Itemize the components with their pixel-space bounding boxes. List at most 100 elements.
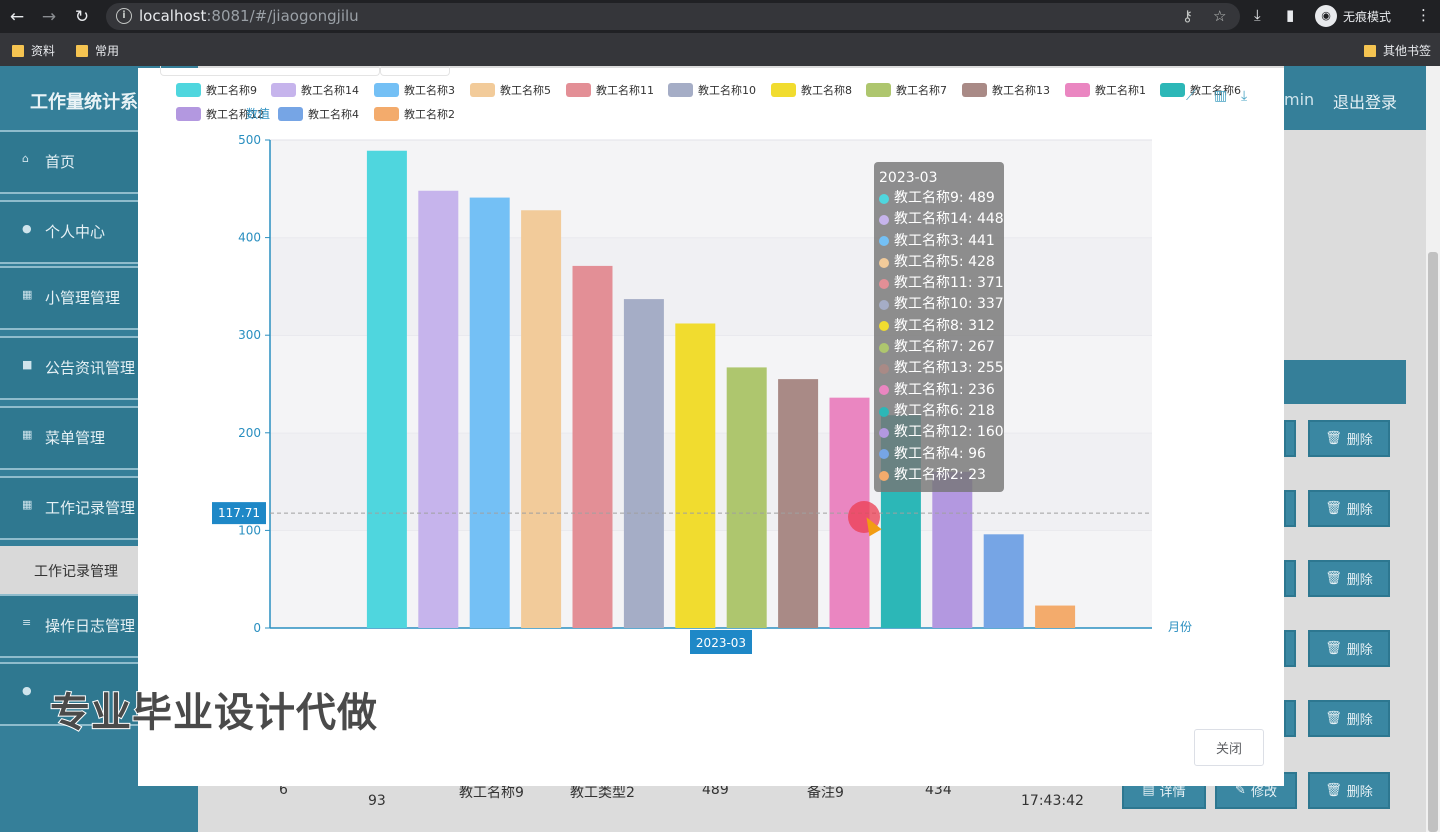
site-info-icon[interactable]: i xyxy=(116,8,132,24)
y-tick-label: 400 xyxy=(238,231,261,245)
row-cell: 17:43:42 xyxy=(1021,793,1084,809)
bar xyxy=(418,190,459,628)
reload-icon[interactable]: ↻ xyxy=(74,7,90,27)
pointer-highlight xyxy=(848,501,880,533)
legend-item[interactable]: 教工名称8 xyxy=(771,82,852,98)
browser-toolbar: ← → ↻ i localhost:8081/#/jiaogongjilu ⚷ … xyxy=(0,0,1440,33)
row-delete-button[interactable]: 🗑 删除 xyxy=(1308,700,1390,737)
bar xyxy=(521,210,562,628)
tooltip-row: 教工名称3: 441 xyxy=(879,231,999,252)
row-delete-button[interactable]: 🗑 删除 xyxy=(1308,772,1390,809)
bar-chart-icon[interactable]: ▥ xyxy=(1214,88,1228,104)
legend-item[interactable]: 教工名称6 xyxy=(1160,82,1241,98)
watermark-text: 专业毕业设计代做 xyxy=(49,689,378,737)
row-delete-button[interactable]: 🗑 删除 xyxy=(1308,490,1390,527)
tooltip-row: 教工名称11: 371 xyxy=(879,273,1004,294)
row-edit-button[interactable] xyxy=(1284,560,1296,597)
tooltip-row: 教工名称8: 312 xyxy=(879,316,999,337)
tooltip-row: 教工名称10: 337 xyxy=(879,294,1004,315)
y-tick-label: 100 xyxy=(238,523,261,537)
row-edit-button[interactable] xyxy=(1284,700,1296,737)
legend-label: 教工名称8 xyxy=(801,84,852,97)
save-image-icon[interactable]: ⤓ xyxy=(1241,88,1248,104)
incognito-indicator[interactable]: ◉ 无痕模式 xyxy=(1315,5,1391,27)
legend-swatch xyxy=(278,107,303,121)
bar xyxy=(726,367,767,628)
bookmark-folder[interactable]: 资料 xyxy=(12,42,55,59)
dialog-tab[interactable] xyxy=(160,66,380,76)
legend-label: 教工名称4 xyxy=(308,108,359,121)
dialog-tab[interactable] xyxy=(380,66,450,76)
chat-icon: ■ xyxy=(22,358,33,371)
legend-item[interactable]: 教工名称12 xyxy=(176,106,264,122)
user-icon: ● xyxy=(22,684,32,697)
chart-dialog: 教工名称9 教工名称14 教工名称3 教工名称5 教工名称11 教工名称10 教工名称8 教工… xyxy=(138,66,1284,786)
bar xyxy=(1035,605,1076,628)
download-icon[interactable]: ⤓ xyxy=(1254,6,1261,24)
row-edit-button[interactable] xyxy=(1284,420,1296,457)
row-edit-button[interactable] xyxy=(1284,490,1296,527)
trash-icon: 🗑 xyxy=(1325,641,1342,656)
row-cell: 434 xyxy=(925,782,952,798)
sidepanel-icon[interactable]: ▮ xyxy=(1286,6,1295,24)
key-icon[interactable]: ⚷ xyxy=(1182,7,1193,25)
tooltip-dot xyxy=(879,406,889,417)
scrollbar-thumb[interactable] xyxy=(1428,252,1438,832)
legend-item[interactable]: 教工名称4 xyxy=(278,106,359,122)
tooltip-text: 教工名称9: 489 xyxy=(894,190,995,206)
tooltip-text: 教工名称13: 255 xyxy=(894,360,1004,377)
forward-icon[interactable]: → xyxy=(41,7,57,27)
row-delete-button[interactable]: 🗑 删除 xyxy=(1308,420,1390,457)
trash-icon: 🗑 xyxy=(1325,783,1342,798)
legend-item[interactable]: 教工名称10 xyxy=(668,82,756,98)
x-category-pill xyxy=(690,630,752,654)
legend-item[interactable]: 教工名称5 xyxy=(470,82,551,98)
legend-label: 教工名称11 xyxy=(596,84,654,97)
legend-item[interactable]: 教工名称13 xyxy=(962,82,1050,98)
legend-label: 教工名称1 xyxy=(1095,84,1146,97)
legend-item[interactable]: 教工名称14 xyxy=(271,82,359,98)
folder-icon xyxy=(12,44,24,57)
tooltip-row: 教工名称6: 218 xyxy=(879,401,999,422)
other-bookmarks[interactable]: 其他书签 xyxy=(1364,42,1431,59)
row-delete-button[interactable]: 🗑 删除 xyxy=(1308,630,1390,667)
tooltip-text: 教工名称8: 312 xyxy=(894,317,995,334)
legend-swatch xyxy=(1065,83,1090,97)
bar xyxy=(572,265,613,628)
tooltip-text: 教工名称7: 267 xyxy=(894,339,995,356)
tooltip-dot xyxy=(879,364,889,375)
home-icon: ⌂ xyxy=(22,152,29,165)
folder-icon xyxy=(76,44,88,57)
legend-swatch xyxy=(374,107,399,121)
legend-item[interactable]: 教工名称9 xyxy=(176,82,257,98)
address-bar[interactable]: i localhost:8081/#/jiaogongjilu ⚷ ☆ xyxy=(106,3,1240,30)
row-delete-button[interactable]: 🗑 删除 xyxy=(1308,560,1390,597)
y-tick-label: 200 xyxy=(238,426,261,440)
tooltip-text: 教工名称5: 428 xyxy=(894,253,995,270)
bookmark-folder[interactable]: 常用 xyxy=(76,42,119,59)
y-tick-label: 500 xyxy=(238,133,261,147)
trash-icon: 🗑 xyxy=(1325,501,1342,516)
row-cell: 备注9 xyxy=(807,785,844,801)
legend-item[interactable]: 教工名称2 xyxy=(374,106,455,122)
close-button[interactable]: 关闭 xyxy=(1194,729,1264,766)
legend-item[interactable]: 教工名称7 xyxy=(866,82,947,98)
legend-item[interactable]: 教工名称11 xyxy=(566,82,654,98)
tooltip-title: 2023-03 xyxy=(879,170,938,186)
logout-button[interactable]: 退出登录 xyxy=(1333,93,1398,112)
url-text[interactable]: localhost:8081/#/jiaogongjilu xyxy=(139,7,359,25)
star-icon[interactable]: ☆ xyxy=(1213,7,1227,25)
chart-tooltip: 2023-03 教工名称9: 489 教工名称14: 448 教工名称3: 441 教… xyxy=(874,162,1004,492)
back-icon[interactable]: ← xyxy=(9,7,25,27)
legend-item[interactable]: 教工名称1 xyxy=(1065,82,1146,98)
table-header xyxy=(1284,360,1406,404)
legend-swatch xyxy=(566,83,591,97)
row-edit-button[interactable] xyxy=(1284,630,1296,667)
tooltip-text: 教工名称6: 218 xyxy=(894,402,995,419)
menu-icon[interactable]: ⋮ xyxy=(1416,6,1431,24)
legend-item[interactable]: 教工名称3 xyxy=(374,82,455,98)
line-chart-icon[interactable]: ⟋ xyxy=(1186,88,1196,104)
tooltip-row: 教工名称4: 96 xyxy=(879,444,999,465)
edit-icon: ✎ xyxy=(1235,783,1246,798)
tooltip-row: 教工名称9: 489 xyxy=(879,188,999,209)
